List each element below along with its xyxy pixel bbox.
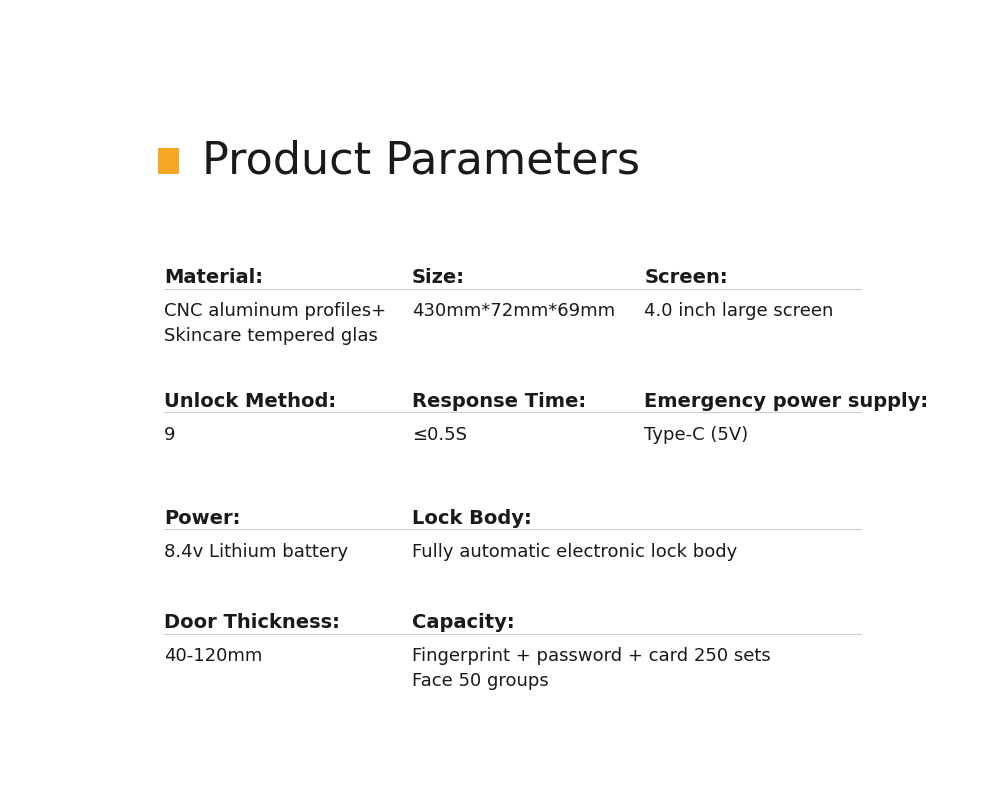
Text: Material:: Material: [164,269,263,287]
Text: 9: 9 [164,426,175,443]
Text: Unlock Method:: Unlock Method: [164,392,336,410]
Text: ≤0.5S: ≤0.5S [412,426,467,443]
Text: Size:: Size: [412,269,465,287]
Text: Response Time:: Response Time: [412,392,586,410]
Text: Door Thickness:: Door Thickness: [164,614,340,633]
Text: Type-C (5V): Type-C (5V) [644,426,748,443]
Text: 4.0 inch large screen: 4.0 inch large screen [644,302,834,320]
Text: Lock Body:: Lock Body: [412,509,532,528]
Text: Product Parameters: Product Parameters [202,139,640,182]
FancyBboxPatch shape [158,148,179,174]
Text: 40-120mm: 40-120mm [164,647,262,666]
Text: Capacity:: Capacity: [412,614,514,633]
Text: Emergency power supply:: Emergency power supply: [644,392,928,410]
Text: Fingerprint + password + card 250 sets
Face 50 groups: Fingerprint + password + card 250 sets F… [412,647,770,690]
Text: Fully automatic electronic lock body: Fully automatic electronic lock body [412,542,737,561]
Text: 430mm*72mm*69mm: 430mm*72mm*69mm [412,302,615,320]
Text: 8.4v Lithium battery: 8.4v Lithium battery [164,542,348,561]
Text: CNC aluminum profiles+
Skincare tempered glas: CNC aluminum profiles+ Skincare tempered… [164,302,386,346]
Text: Screen:: Screen: [644,269,728,287]
Text: Power:: Power: [164,509,240,528]
